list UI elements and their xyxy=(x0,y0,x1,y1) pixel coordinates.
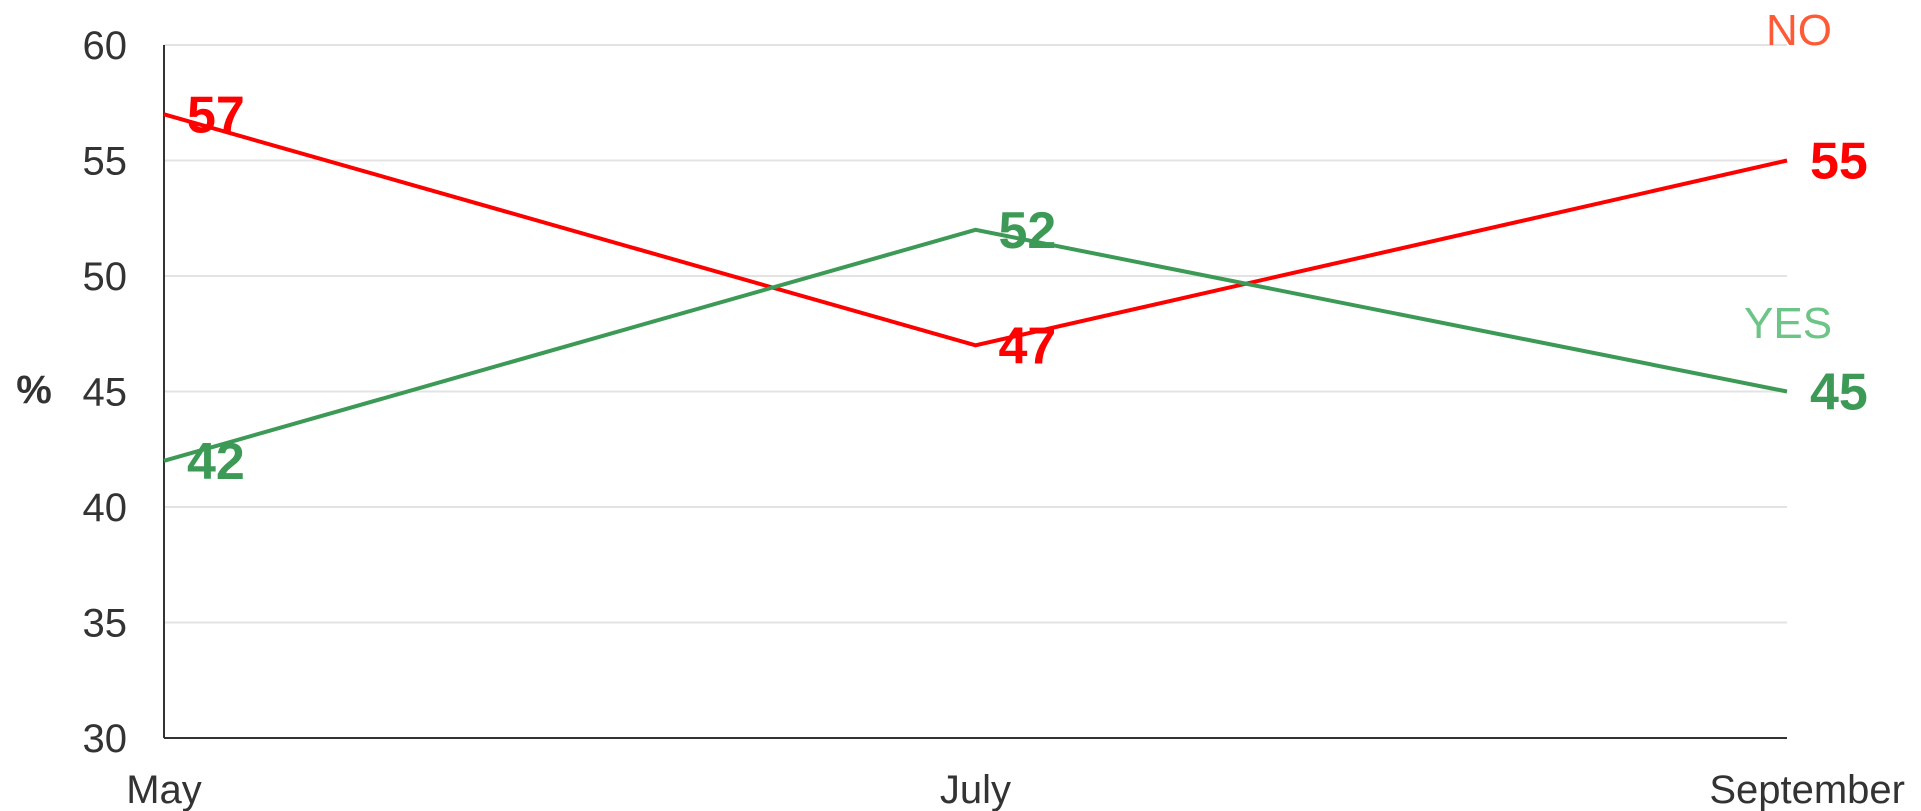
data-label: 52 xyxy=(999,202,1057,260)
series-lines xyxy=(163,112,1788,463)
x-tick-label: July xyxy=(940,768,1011,811)
data-labels: 57 47 55 42 52 45 xyxy=(187,86,1868,491)
y-tick-label: 30 xyxy=(83,717,128,761)
x-tick-label: September xyxy=(1709,768,1905,811)
y-tick-label: 50 xyxy=(83,255,128,299)
y-tick-label: 60 xyxy=(83,24,128,68)
y-tick-labels: 30 35 40 45 50 55 60 xyxy=(83,24,128,761)
y-tick-label: 35 xyxy=(83,602,128,646)
series-line-yes xyxy=(163,227,1788,463)
data-label: 57 xyxy=(187,86,245,144)
y-axis-label: % xyxy=(16,368,52,412)
gridlines xyxy=(164,44,1787,624)
data-label: 45 xyxy=(1810,364,1868,422)
x-tick-labels: May July September xyxy=(126,768,1905,811)
data-label: 42 xyxy=(187,433,245,491)
data-label: 47 xyxy=(999,317,1057,375)
axes xyxy=(163,45,1787,739)
legend-label-no: NO xyxy=(1766,6,1832,55)
y-tick-label: 45 xyxy=(83,371,128,415)
data-label: 55 xyxy=(1810,133,1868,191)
series-line-no xyxy=(163,112,1788,348)
y-tick-label: 40 xyxy=(83,486,128,530)
y-tick-label: 55 xyxy=(83,140,128,184)
legend: NO YES xyxy=(1744,6,1832,348)
legend-label-yes: YES xyxy=(1744,299,1832,348)
x-tick-label: May xyxy=(126,768,202,811)
